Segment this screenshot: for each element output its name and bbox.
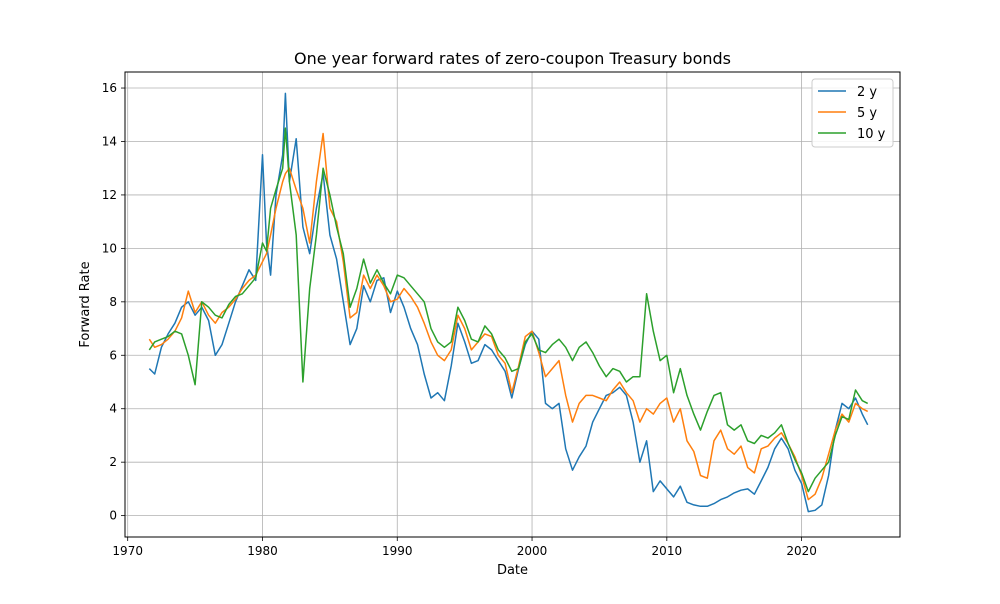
x-tick-label: 1990 — [382, 544, 413, 558]
x-tick-label: 1970 — [112, 544, 143, 558]
x-axis-label: Date — [497, 563, 528, 578]
x-tick-label: 1980 — [247, 544, 278, 558]
y-tick-label: 12 — [102, 188, 117, 202]
y-tick-label: 2 — [109, 455, 117, 469]
y-tick-label: 14 — [102, 134, 117, 148]
plot-frame — [124, 71, 901, 538]
x-axis-ticks: 1970 1980 1990 2000 2010 2020 — [112, 537, 817, 558]
y-tick-label: 4 — [109, 402, 117, 416]
y-tick-label: 16 — [102, 81, 117, 95]
y-tick-label: 10 — [102, 241, 117, 255]
y-axis-label: Forward Rate — [78, 261, 93, 347]
legend-label-2y: 2 y — [857, 85, 877, 100]
x-tick-label: 2010 — [652, 544, 683, 558]
legend-label-5y: 5 y — [857, 106, 877, 121]
legend: 2 y 5 y 10 y — [811, 78, 894, 148]
legend-label-10y: 10 y — [857, 127, 886, 142]
y-axis-ticks: 0 2 4 6 8 10 12 14 16 — [102, 81, 125, 523]
series-lines — [148, 92, 869, 513]
grid — [125, 72, 900, 537]
series-line-10y — [148, 127, 869, 493]
y-tick-label: 0 — [109, 509, 117, 523]
legend-box — [811, 78, 894, 148]
x-tick-label: 2000 — [517, 544, 548, 558]
series-line-2y — [148, 92, 869, 513]
chart-title: One year forward rates of zero-coupon Tr… — [294, 49, 731, 68]
x-tick-label: 2020 — [786, 544, 817, 558]
series-line-5y — [148, 132, 869, 501]
y-tick-label: 8 — [109, 295, 117, 309]
y-tick-label: 6 — [109, 348, 117, 362]
